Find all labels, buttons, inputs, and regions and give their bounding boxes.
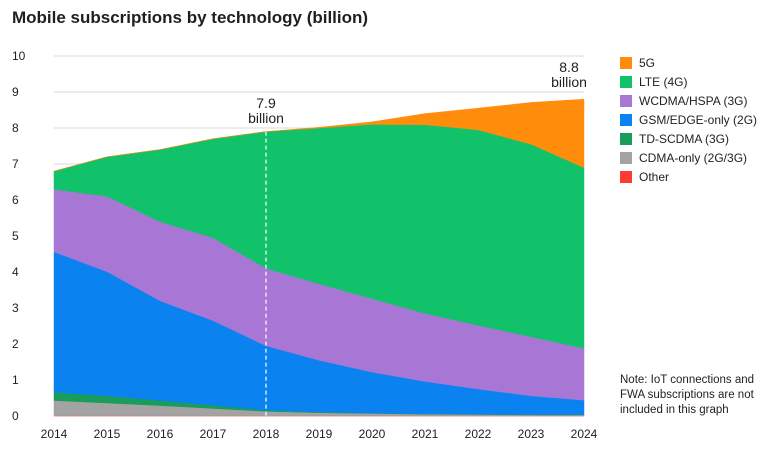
legend-swatch: [620, 151, 632, 164]
legend-swatch: [620, 170, 632, 183]
annotation-2024: 8.8 billion: [539, 60, 599, 90]
legend-label: GSM/EDGE-only (2G): [639, 112, 758, 127]
x-tick-label: 2017: [200, 427, 227, 441]
legend-label: 5G: [639, 55, 656, 70]
legend-swatch: [620, 113, 632, 126]
y-tick-label: 10: [12, 49, 26, 63]
legend-item-cdma-only-2g-3g: CDMA-only (2G/3G): [620, 148, 757, 167]
y-tick-label: 1: [12, 373, 19, 387]
x-tick-label: 2024: [571, 427, 598, 441]
y-tick-label: 2: [12, 337, 19, 351]
y-tick-label: 7: [12, 157, 19, 171]
x-tick-label: 2022: [465, 427, 492, 441]
legend-item-td-scdma-3g: TD-SCDMA (3G): [620, 129, 757, 148]
legend-item-gsm-edge-only-2g: GSM/EDGE-only (2G): [620, 110, 757, 129]
legend-swatch: [620, 94, 632, 107]
area-5g: [53, 98, 585, 172]
x-tick-label: 2014: [41, 427, 68, 441]
legend-item-lte-4g: LTE (4G): [620, 72, 757, 91]
x-tick-label: 2021: [412, 427, 439, 441]
annotation-2018-unit: billion: [248, 110, 284, 126]
legend-swatch: [620, 132, 632, 145]
x-tick-label: 2023: [518, 427, 545, 441]
legend-label: Other: [639, 169, 670, 184]
y-tick-label: 0: [12, 409, 19, 423]
x-tick-label: 2020: [359, 427, 386, 441]
annotation-2018: 7.9 billion: [236, 96, 296, 126]
legend-label: CDMA-only (2G/3G): [639, 150, 748, 165]
x-tick-label: 2016: [147, 427, 174, 441]
chart-title: Mobile subscriptions by technology (bill…: [12, 8, 369, 27]
legend-swatch: [620, 75, 632, 88]
x-tick-label: 2018: [253, 427, 280, 441]
y-tick-label: 9: [12, 85, 19, 99]
legend-swatch: [620, 56, 632, 69]
legend-item-5g: 5G: [620, 53, 757, 72]
y-tick-label: 6: [12, 193, 19, 207]
annotation-2024-unit: billion: [551, 74, 587, 90]
x-tick-label: 2015: [94, 427, 121, 441]
legend-label: LTE (4G): [639, 74, 688, 89]
footnote: Note: IoT connections and FWA subscripti…: [620, 374, 755, 416]
legend: 5G LTE (4G) WCDMA/HSPA (3G) GSM/EDGE-only (…: [620, 53, 757, 186]
y-tick-label: 5: [12, 229, 19, 243]
y-tick-label: 8: [12, 121, 19, 135]
y-tick-label: 3: [12, 301, 19, 315]
y-tick-label: 4: [12, 265, 19, 279]
legend-item-other: Other: [620, 167, 757, 186]
annotation-2018-value: 7.9: [256, 95, 276, 111]
legend-label: WCDMA/HSPA (3G): [639, 93, 748, 108]
x-tick-label: 2019: [306, 427, 333, 441]
annotation-2024-value: 8.8: [559, 59, 579, 75]
legend-item-wcdma-hspa-3g: WCDMA/HSPA (3G): [620, 91, 757, 110]
legend-label: TD-SCDMA (3G): [639, 131, 729, 146]
